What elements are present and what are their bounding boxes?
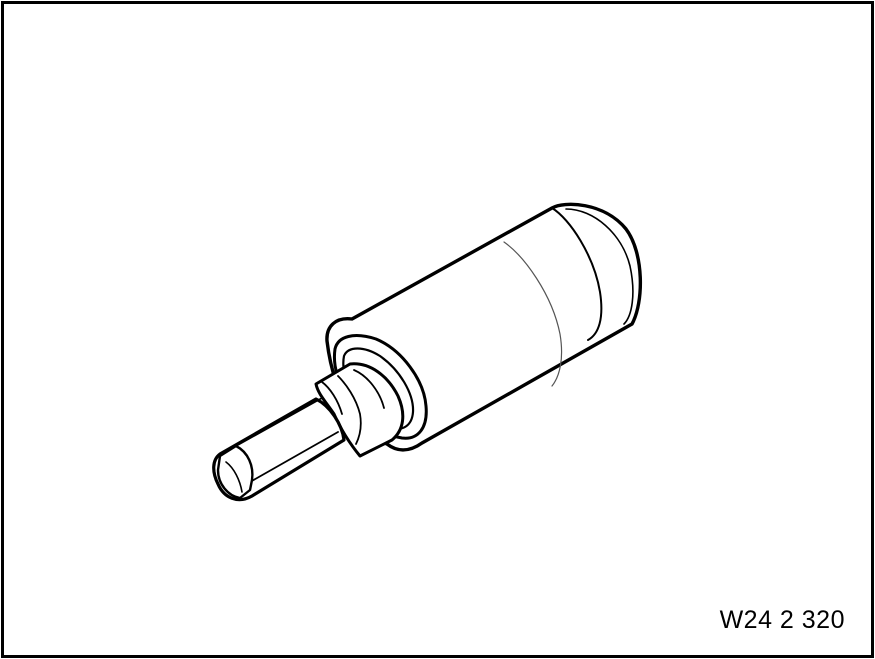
- bit-head-facet-1: [321, 381, 343, 415]
- socket-seam: [551, 207, 603, 341]
- bit-shank-edge-2: [249, 431, 339, 483]
- bit-head-facet-3: [353, 369, 385, 409]
- bit-tip-facet: [225, 461, 243, 493]
- bit-shank: [212, 397, 346, 502]
- socket-rear-rim: [565, 208, 634, 325]
- bit-shank-edge-1: [235, 397, 323, 447]
- figure-reference-code: W24 2 320: [719, 606, 845, 634]
- socket-bit-illustration: [212, 202, 643, 502]
- bit-head-facet-2: [337, 375, 362, 445]
- socket-shade-line: [503, 241, 563, 387]
- bit-head: [314, 362, 405, 458]
